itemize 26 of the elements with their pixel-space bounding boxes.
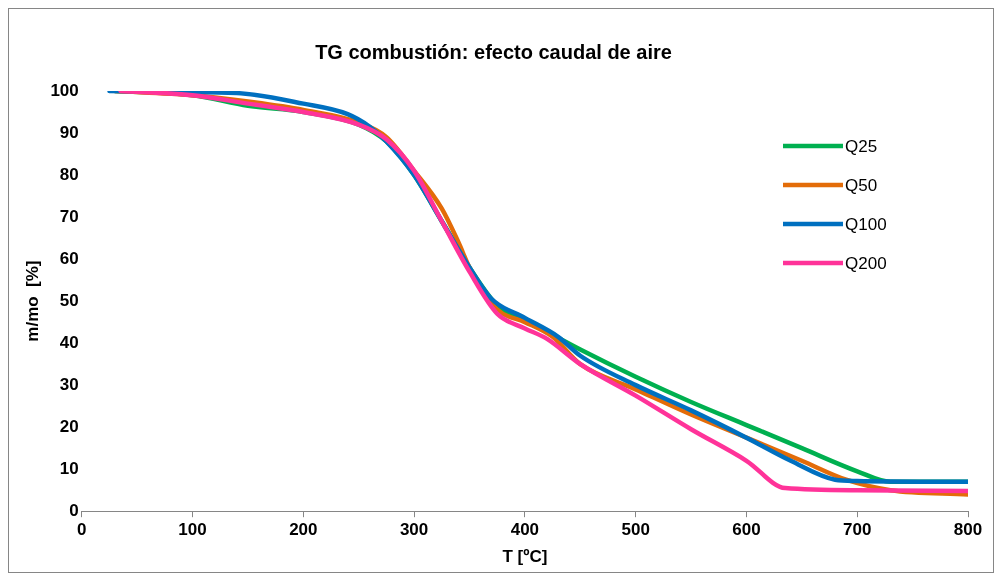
y-tick-label: 40 bbox=[59, 332, 79, 352]
y-tick-label: 0 bbox=[69, 500, 79, 520]
y-tick-label: 100 bbox=[50, 80, 79, 100]
legend-label: Q25 bbox=[845, 136, 878, 156]
y-tick-label: 90 bbox=[59, 122, 79, 142]
x-tick-label: 800 bbox=[953, 520, 983, 540]
x-tick-label: 500 bbox=[621, 520, 650, 540]
y-tick-label: 10 bbox=[59, 458, 79, 478]
x-axis-title: T [ºC] bbox=[502, 547, 548, 567]
x-tick-label: 300 bbox=[399, 520, 429, 540]
x-tick-label: 100 bbox=[178, 520, 207, 540]
y-tick-label: 70 bbox=[59, 206, 79, 226]
y-tick-label: 20 bbox=[59, 416, 79, 436]
legend-label: Q50 bbox=[845, 175, 878, 195]
y-tick-label: 60 bbox=[59, 248, 79, 268]
x-tick-label: 700 bbox=[843, 520, 872, 540]
y-axis-title: m/mo [%] bbox=[22, 260, 42, 342]
y-tick-label: 80 bbox=[59, 164, 79, 184]
chart-title: TG combustión: efecto caudal de aire bbox=[315, 40, 672, 63]
y-tick-label: 30 bbox=[59, 374, 79, 394]
legend-label: Q200 bbox=[845, 253, 887, 273]
y-tick-label: 50 bbox=[59, 290, 79, 310]
x-tick-label: 600 bbox=[732, 520, 761, 540]
legend-label: Q100 bbox=[845, 214, 887, 234]
x-tick-label: 200 bbox=[289, 520, 318, 540]
x-tick-label: 400 bbox=[510, 520, 540, 540]
